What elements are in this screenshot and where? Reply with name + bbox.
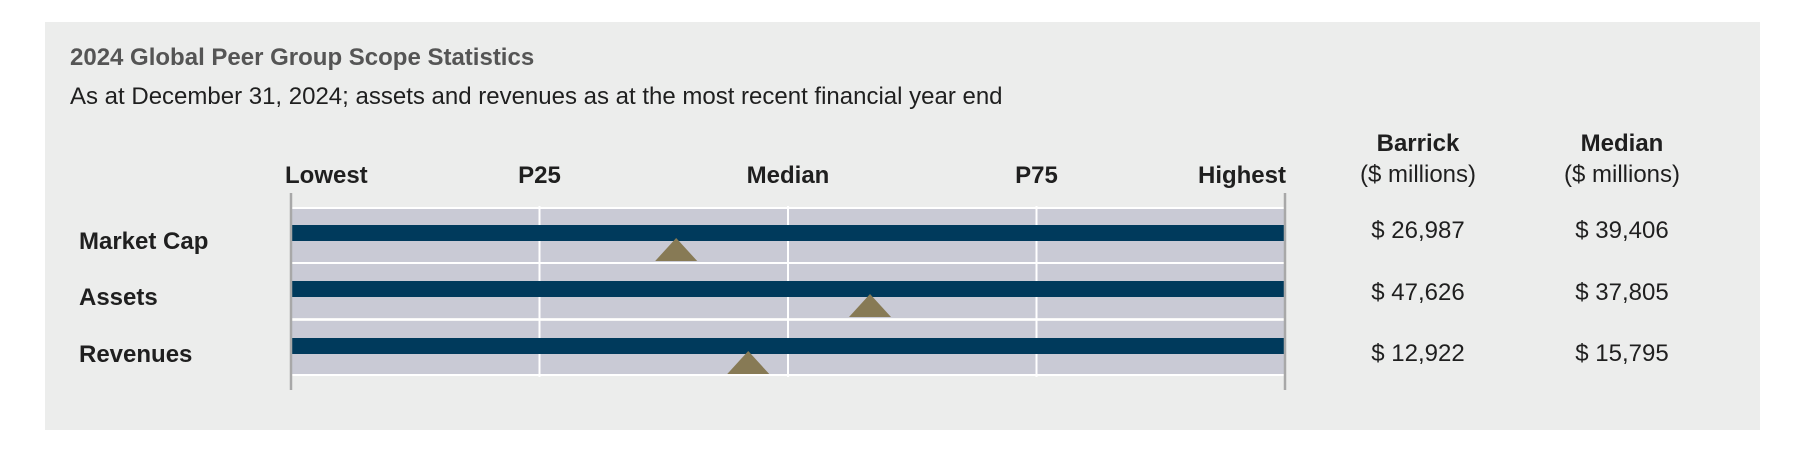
range-bar-market-cap [291, 225, 1285, 241]
range-bar-revenues [291, 338, 1285, 354]
scale-label-median: Median [747, 162, 830, 189]
barrick-marker-market-cap [655, 238, 698, 261]
category-label-revenues: Revenues [79, 341, 192, 368]
barrick-column-header: Barrick ($ millions) [1318, 128, 1518, 190]
barrick-column-title: Barrick [1376, 130, 1460, 157]
scale-label-p25: P25 [518, 162, 561, 189]
median-value-market-cap: $ 39,406 [1575, 217, 1669, 244]
range-bar-assets [291, 281, 1285, 297]
median-column-unit: ($ millions) [1563, 161, 1680, 188]
median-value-revenues: $ 15,795 [1575, 340, 1669, 367]
barrick-marker-assets [849, 294, 892, 317]
median-column-header: Median ($ millions) [1522, 128, 1722, 190]
scale-label-highest: Highest [1198, 162, 1286, 189]
median-column-title: Median [1580, 130, 1664, 157]
category-label-assets: Assets [79, 284, 158, 311]
scale-label-p75: P75 [1015, 162, 1058, 189]
barrick-value-market-cap: $ 26,987 [1371, 217, 1465, 244]
barrick-value-assets: $ 47,626 [1371, 279, 1465, 306]
barrick-column-unit: ($ millions) [1359, 161, 1476, 188]
chart-subtitle: As at December 31, 2024; assets and reve… [70, 83, 1003, 110]
median-value-assets: $ 37,805 [1575, 279, 1669, 306]
barrick-marker-revenues [727, 351, 770, 374]
scale-label-lowest: Lowest [285, 162, 368, 189]
chart-title: 2024 Global Peer Group Scope Statistics [70, 44, 535, 71]
category-label-market-cap: Market Cap [79, 228, 208, 255]
barrick-value-revenues: $ 12,922 [1371, 340, 1465, 367]
